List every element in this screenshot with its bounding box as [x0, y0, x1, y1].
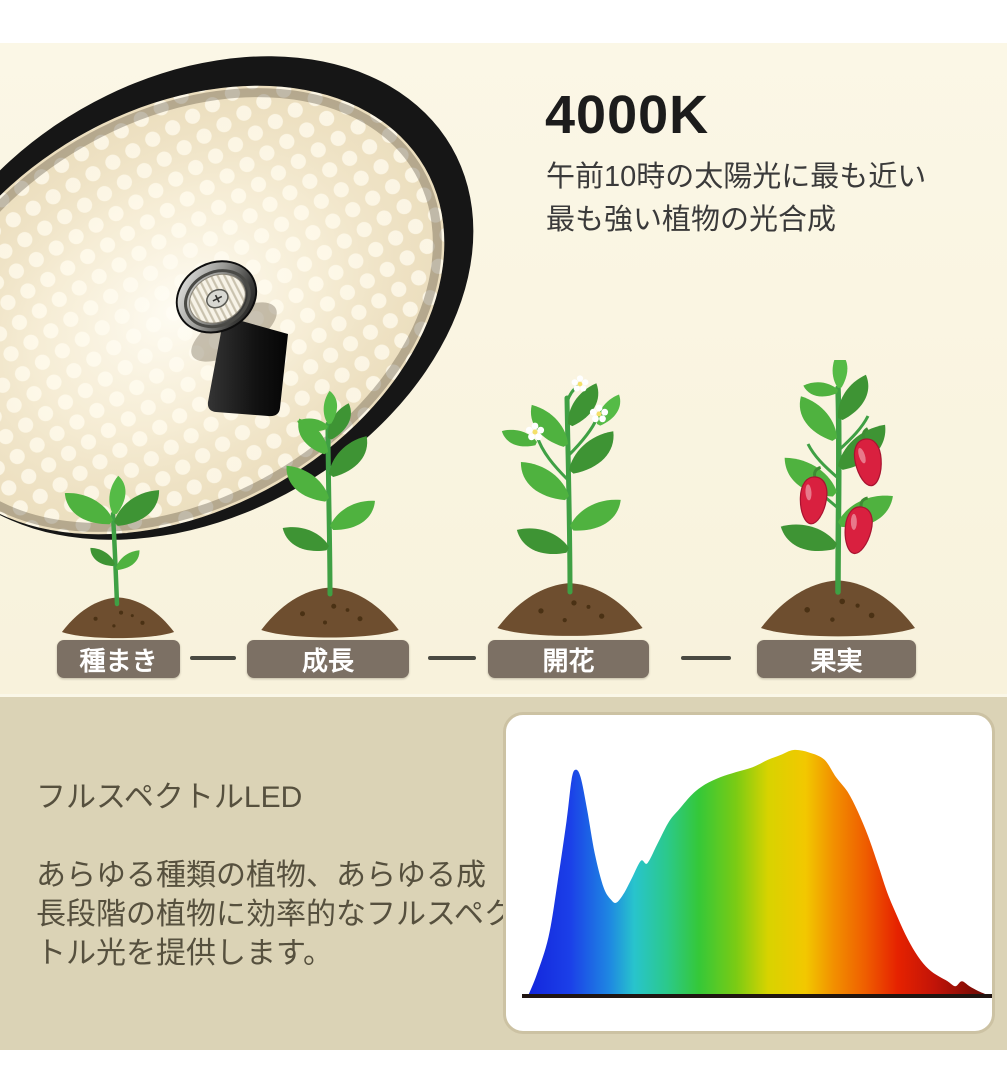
growth-stage-illustrations [61, 360, 915, 639]
subtitle-line-2: 最も強い植物の光合成 [546, 204, 837, 236]
plant-stage-fruiting [761, 360, 915, 637]
stage-badge-flowering: 開花 [488, 640, 649, 678]
lamp-mounting-arm [207, 316, 288, 417]
letterbox-bottom [0, 1050, 1007, 1080]
headline-subtitle: 午前10時の太陽光に最も近い 最も強い植物の光合成 [546, 156, 926, 242]
stage-badge-growth: 成長 [247, 640, 409, 678]
stage-badge-sowing: 種まき [57, 640, 180, 678]
stage-badge-fruit: 果実 [757, 640, 916, 678]
full-spectrum-description: あらゆる種類の植物、あらゆる成長段階の植物に効率的なフルスペクトル光を提供します… [36, 859, 514, 970]
stage-connector-line [681, 656, 731, 660]
color-temperature-title: 4000K [545, 85, 710, 145]
stage-connector-line [190, 656, 236, 660]
plant-stage-seedling [61, 475, 175, 639]
spectrum-chart-card [503, 712, 995, 1034]
subtitle-line-1: 午前10時の太陽光に最も近い [546, 161, 927, 193]
plant-stage-growth [261, 390, 399, 638]
lamp-hub-knob [175, 260, 258, 334]
plant-stage-flowering [497, 375, 643, 636]
letterbox-top [0, 0, 1007, 43]
full-spectrum-heading: フルスペクトルLED [36, 781, 303, 814]
spectrum-area-curve [528, 749, 990, 996]
spectrum-chart [522, 749, 992, 998]
spectrum-baseline [522, 994, 992, 998]
stage-connector-line [428, 656, 476, 660]
